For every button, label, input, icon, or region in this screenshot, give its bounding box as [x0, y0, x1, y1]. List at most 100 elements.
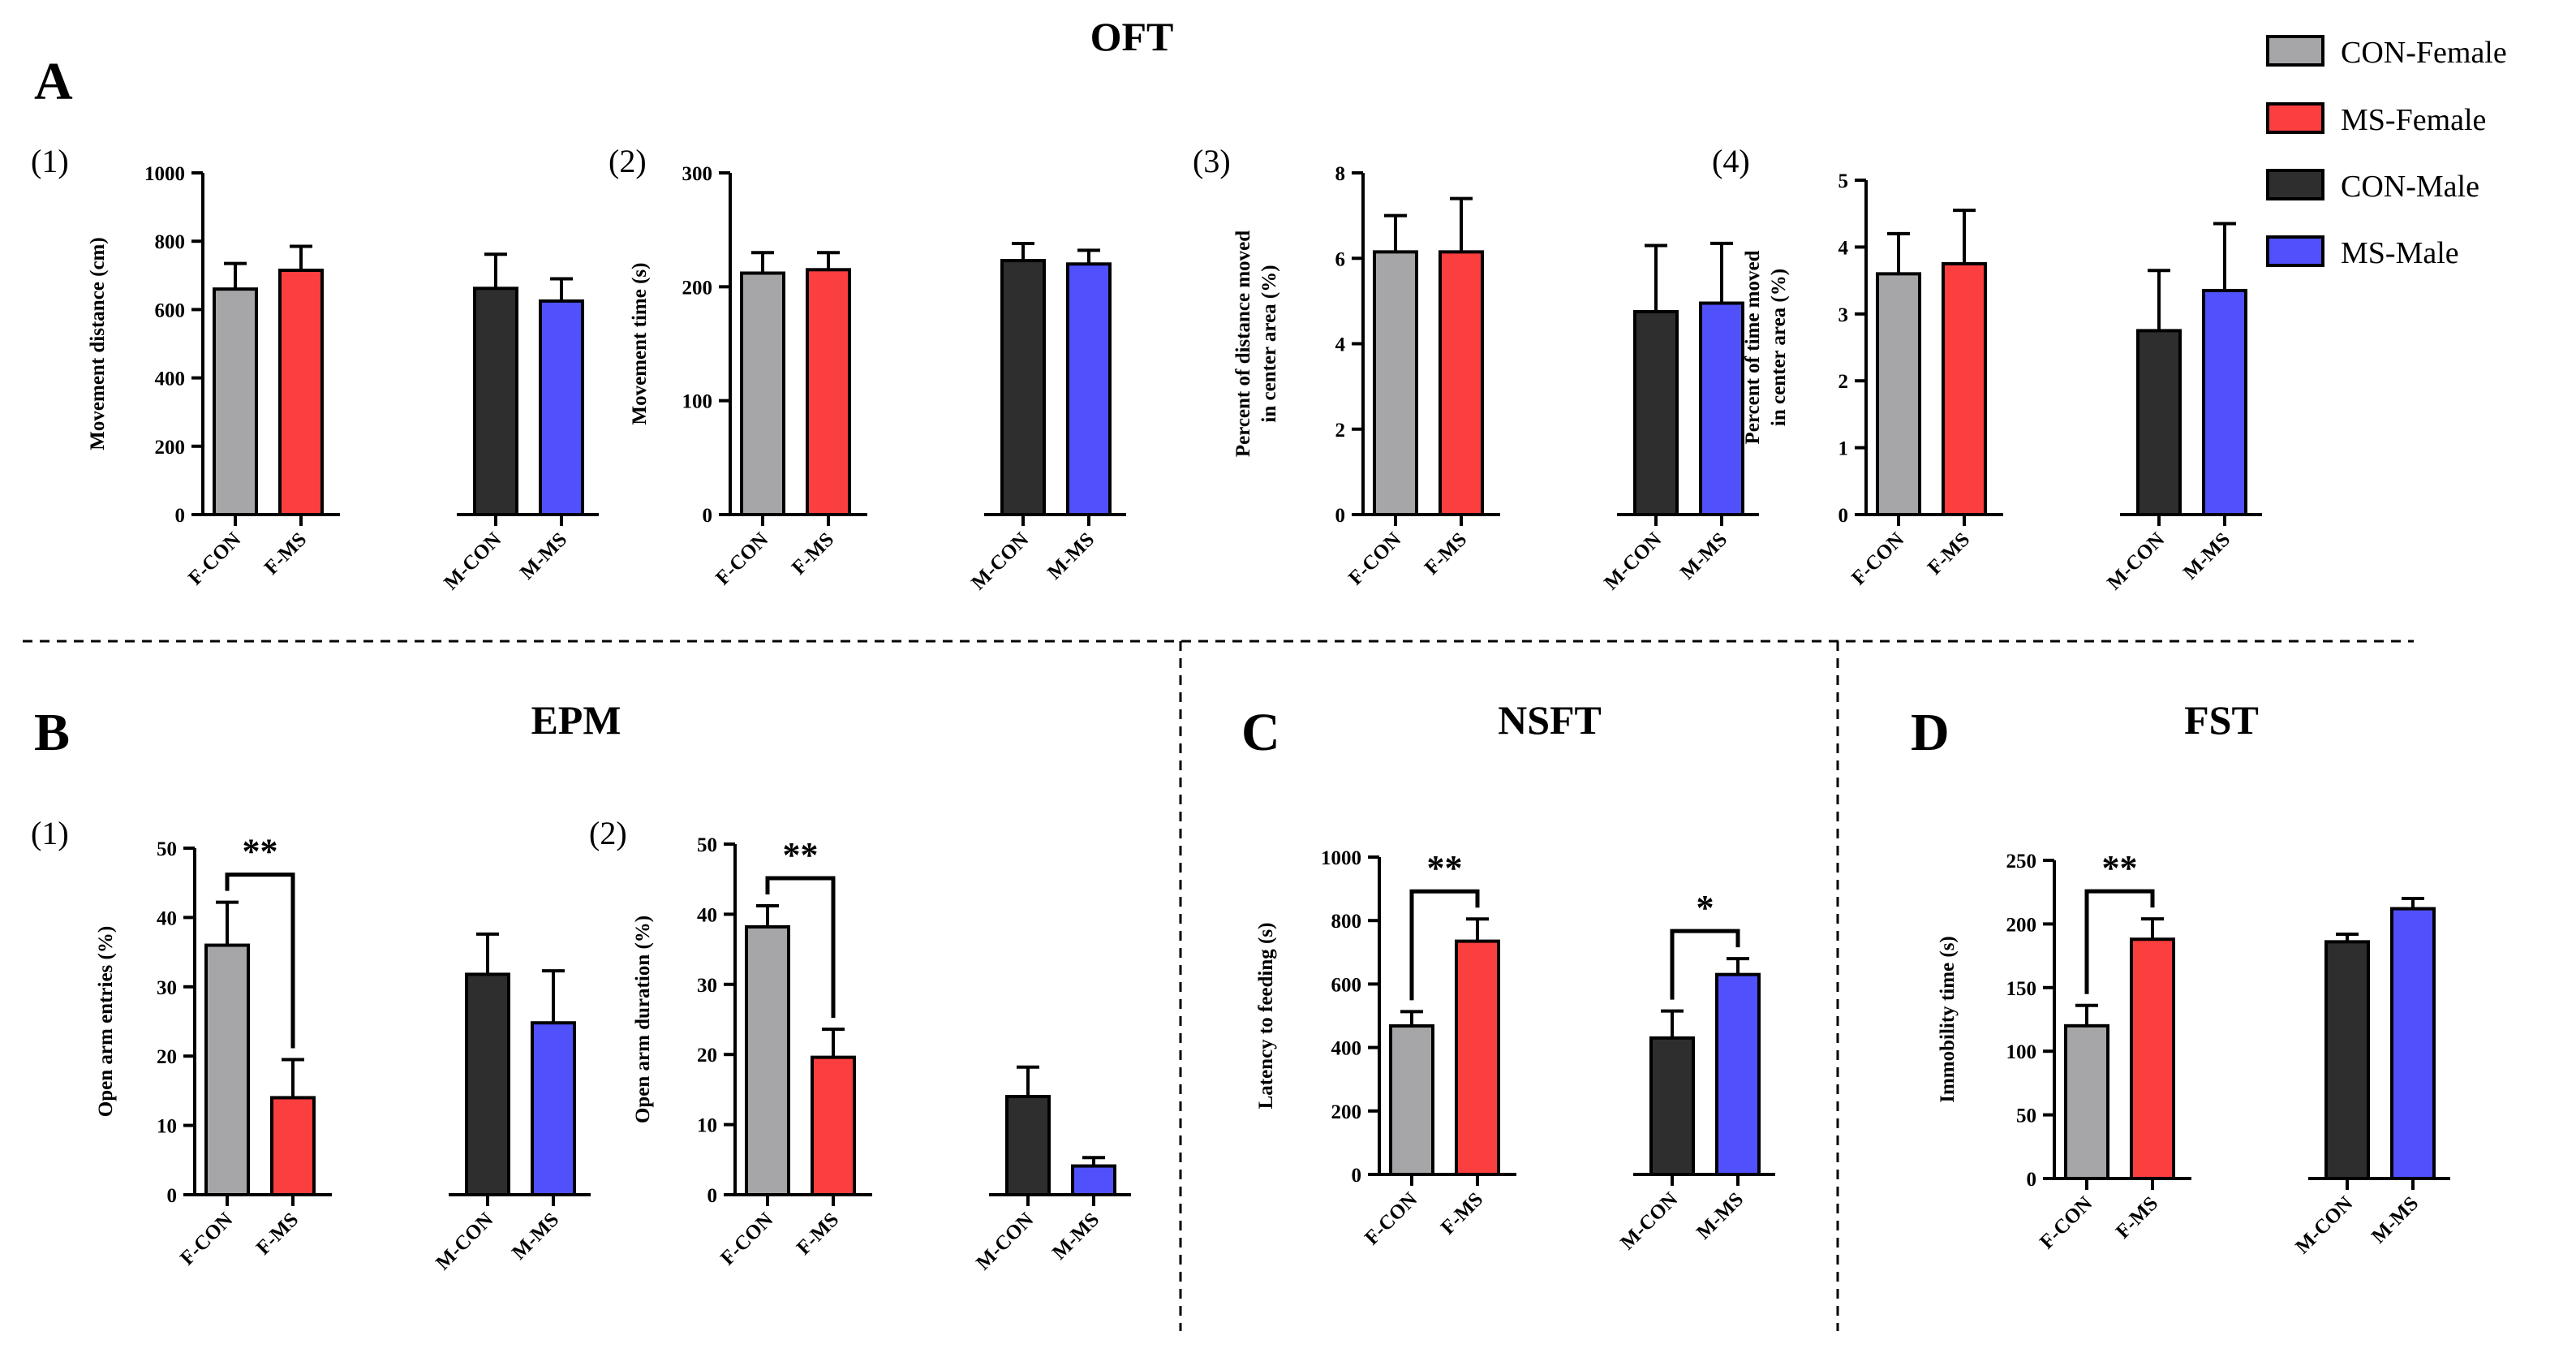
d-y-tick-label: 0	[2027, 1169, 2037, 1191]
d-significance-label: **	[2102, 848, 2138, 888]
b1-bar-f-ms	[270, 1096, 316, 1196]
a1-bar-f-ms	[278, 268, 324, 516]
d-bar-f-ms	[2130, 937, 2175, 1180]
b1-category-label: F-CON	[176, 1209, 237, 1269]
a3-y-tick-label: 8	[1335, 163, 1346, 185]
b1-y-tick-label: 20	[157, 1046, 177, 1068]
a1-y-tick-label: 0	[175, 505, 186, 527]
a4-y-axis-title: Percent of time moved	[1742, 250, 1764, 444]
chart-oft-movement-time: (2) 0 100 200 300 Movement time (s) F-CON F-MS M…	[609, 143, 1126, 594]
chart-epm-open-arm-duration: (2) 0 10 20 30 40 50 Open arm duration (%) F-CON…	[589, 815, 1131, 1274]
b1-y-tick-label: 50	[157, 838, 177, 860]
c-y-tick-label: 0	[1352, 1165, 1362, 1187]
section-title-oft: OFT	[1090, 14, 1174, 59]
a3-category-label: M-CON	[1600, 528, 1666, 594]
section-title-fst: FST	[2184, 697, 2259, 743]
chart-nsft-latency: 0 200 400 600 800 1000 Latency to feeding (s) F…	[1255, 847, 1775, 1254]
legend: CON-Female MS-Female CON-Male MS-Male	[2266, 35, 2507, 270]
d-significance-bracket	[2084, 889, 2155, 994]
a1-y-axis-title: Movement distance (cm)	[87, 237, 109, 450]
c-category-label: M-CON	[1616, 1188, 1682, 1254]
legend-label-con-male: CON-Male	[2341, 170, 2479, 204]
section-title-epm: EPM	[531, 697, 621, 743]
a4-y-tick-label: 5	[1838, 170, 1849, 192]
chart-epm-open-arm-entries: (1) 0 10 20 30 40 50 Open arm entries (%) F-CON F…	[31, 815, 591, 1274]
a4-y-tick-label: 0	[1838, 505, 1849, 527]
b2-bar-m-con	[1005, 1095, 1051, 1197]
b1-sublabel: (1)	[31, 815, 69, 851]
a1-bar-m-ms	[539, 299, 584, 516]
a2-y-tick-label: 100	[682, 391, 713, 413]
a1-y-tick-label: 800	[155, 231, 186, 253]
a1-category-label: M-CON	[440, 528, 505, 594]
a3-y-tick-label: 0	[1335, 505, 1346, 527]
a2-sublabel: (2)	[609, 143, 647, 179]
a4-bar-m-ms	[2202, 288, 2247, 516]
b1-category-label: F-MS	[252, 1209, 303, 1259]
legend-swatch-con-female	[2266, 35, 2324, 67]
a1-bar-m-con	[473, 287, 518, 516]
b2-sublabel: (2)	[589, 815, 627, 851]
legend-label-con-female: CON-Female	[2341, 36, 2507, 70]
a3-bar-f-ms	[1439, 250, 1484, 516]
c-significance-label: **	[1427, 848, 1463, 888]
a2-bar-m-ms	[1066, 262, 1112, 516]
a3-category-label: F-MS	[1421, 528, 1471, 579]
d-category-label: M-CON	[2291, 1192, 2357, 1258]
d-y-tick-label: 150	[2006, 978, 2037, 1000]
b1-y-tick-label: 0	[167, 1185, 178, 1207]
c-y-tick-label: 400	[1331, 1038, 1362, 1060]
b2-y-tick-label: 50	[697, 834, 717, 856]
a4-bar-f-ms	[1942, 262, 1987, 516]
a3-y-tick-label: 6	[1335, 248, 1346, 270]
a3-y-axis-title: in center area (%)	[1258, 265, 1280, 422]
b2-category-label: F-MS	[793, 1209, 843, 1259]
d-y-tick-label: 50	[2016, 1105, 2036, 1127]
a2-category-label: F-MS	[788, 528, 838, 579]
a3-y-axis-title: Percent of distance moved	[1232, 231, 1254, 457]
b2-y-tick-label: 10	[697, 1115, 717, 1137]
a1-y-tick-label: 200	[155, 437, 186, 459]
b2-bar-m-ms	[1071, 1164, 1116, 1197]
section-title-nsft: NSFT	[1498, 697, 1602, 743]
a1-sublabel: (1)	[31, 143, 69, 179]
a1-category-label: F-MS	[260, 528, 311, 579]
panel-letter-a: A	[34, 52, 73, 111]
a3-category-label: M-MS	[1676, 528, 1731, 584]
b2-category-label: F-CON	[716, 1209, 777, 1269]
b2-significance-label: **	[783, 835, 819, 875]
a4-bar-f-con	[1876, 272, 1921, 516]
c-category-label: M-MS	[1692, 1188, 1748, 1243]
c-significance-label: *	[1697, 888, 1714, 928]
c-bar-m-con	[1649, 1036, 1695, 1176]
a4-y-axis-title: in center area (%)	[1768, 269, 1790, 426]
a1-y-tick-label: 600	[155, 299, 186, 321]
a1-bar-f-con	[213, 287, 258, 516]
chart-oft-center-distance: (3) 0 2 4 6 8 Percent of distance moved in cent…	[1193, 143, 1759, 594]
d-y-tick-label: 200	[2006, 914, 2037, 936]
chart-oft-center-time: (4) 0 1 2 3 4 5 Percent of time moved in center …	[1712, 143, 2262, 594]
a4-y-tick-label: 2	[1838, 371, 1849, 393]
c-bar-f-con	[1389, 1024, 1434, 1176]
d-bar-f-con	[2064, 1023, 2109, 1180]
a3-sublabel: (3)	[1193, 143, 1231, 179]
b2-category-label: M-MS	[1048, 1209, 1103, 1264]
d-bar-m-ms	[2390, 907, 2436, 1180]
a3-bar-f-con	[1373, 250, 1418, 516]
panel-letter-b: B	[34, 703, 70, 762]
b2-y-axis-title: Open arm duration (%)	[632, 916, 654, 1123]
a2-y-axis-title: Movement time (s)	[629, 263, 651, 425]
chart-fst-immobility: 0 50 100 150 200 250 Immobility time (s) F-CON F…	[1937, 848, 2450, 1258]
legend-label-ms-female: MS-Female	[2341, 103, 2486, 137]
a1-category-label: M-MS	[516, 528, 571, 584]
b1-bar-m-ms	[531, 1021, 576, 1197]
a2-category-label: M-CON	[967, 528, 1033, 594]
c-category-label: F-CON	[1361, 1188, 1421, 1249]
panel-letter-d: D	[1911, 703, 1950, 762]
d-y-tick-label: 250	[2006, 851, 2037, 873]
b1-significance-label: **	[243, 832, 278, 872]
c-category-label: F-MS	[1437, 1188, 1487, 1239]
legend-swatch-ms-female	[2266, 102, 2324, 134]
a4-y-tick-label: 3	[1838, 304, 1849, 326]
a1-y-tick-label: 400	[155, 368, 186, 390]
